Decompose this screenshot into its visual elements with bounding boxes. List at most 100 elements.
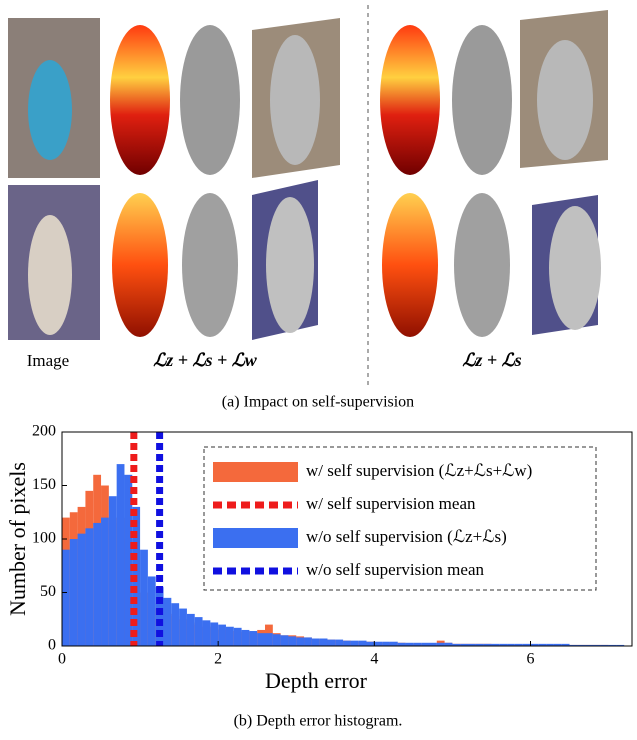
depth-map (110, 25, 170, 175)
bar (304, 637, 312, 646)
mesh (180, 25, 240, 175)
bar (413, 642, 422, 646)
bar (546, 643, 554, 646)
x-tick-label: 6 (526, 651, 534, 668)
bar (327, 639, 336, 646)
bar (382, 641, 390, 646)
bar (491, 643, 500, 646)
y-tick-label: 200 (32, 423, 56, 440)
bar (507, 643, 515, 646)
bar (538, 643, 547, 646)
y-tick-label: 150 (32, 476, 56, 493)
bar (265, 633, 273, 646)
bar (577, 644, 586, 646)
bar (343, 640, 351, 646)
depth-map (380, 25, 440, 175)
bar (397, 642, 406, 646)
mesh (266, 197, 314, 333)
y-axis-label: Number of pixels (5, 462, 30, 616)
column-label: Image (27, 351, 69, 370)
bar (428, 642, 437, 646)
bar (233, 627, 242, 646)
bar (553, 643, 562, 646)
legend-label: w/ self supervision (ℒz+ℒs+ℒw) (306, 461, 532, 480)
column-label: ℒz + ℒs (462, 350, 521, 370)
bar (280, 635, 289, 646)
bar (475, 643, 484, 646)
histogram: 0 50 100 150 200 0 2 4 6 Depth error Number of pix… (5, 423, 633, 730)
bar (358, 640, 367, 646)
person (28, 215, 72, 335)
y-tick-label: 0 (48, 637, 56, 654)
caption: (a) Impact on self-supervision (222, 394, 414, 411)
caption: (b) Depth error histogram. (234, 713, 403, 730)
bar (405, 642, 414, 646)
bar (350, 640, 359, 646)
bar (421, 642, 429, 646)
bar (311, 638, 320, 646)
column-label: ℒz + ℒs + ℒw (153, 350, 257, 370)
bar (179, 608, 187, 646)
bar (62, 549, 70, 646)
bar (608, 644, 617, 646)
bar (225, 626, 234, 646)
bar (257, 633, 266, 646)
bar (616, 644, 625, 646)
legend-swatch (213, 528, 298, 548)
x-tick-label: 4 (370, 651, 378, 668)
bar (101, 517, 109, 646)
bar (194, 617, 203, 646)
bar (444, 642, 453, 646)
bar (483, 643, 492, 646)
bar (499, 643, 508, 646)
x-axis-label: Depth error (265, 668, 368, 693)
bar (218, 624, 226, 646)
bar (163, 597, 172, 646)
bar (460, 643, 469, 646)
depth-map (112, 193, 168, 337)
mesh (537, 40, 593, 160)
bar (147, 576, 156, 646)
bar (202, 620, 211, 646)
bar (436, 642, 445, 646)
legend-label: w/ self supervision mean (306, 494, 476, 513)
mesh (452, 25, 512, 175)
legend-label: w/o self supervision (ℒz+ℒs) (306, 527, 507, 546)
person (28, 60, 72, 160)
bar (389, 641, 398, 646)
x-tick-label: 0 (58, 651, 66, 668)
bar (69, 539, 78, 646)
bar (249, 631, 258, 646)
mesh (182, 193, 238, 337)
bar (272, 634, 281, 646)
bar (319, 638, 328, 646)
bar (569, 644, 578, 646)
bar (93, 522, 102, 646)
bar (171, 603, 180, 646)
bar (85, 528, 94, 646)
bar (116, 464, 125, 646)
bar (592, 644, 601, 646)
y-tick-label: 100 (32, 530, 56, 547)
bar (366, 641, 375, 646)
bar (108, 496, 117, 646)
bar (585, 644, 593, 646)
bar (288, 636, 297, 646)
bar (561, 643, 570, 646)
bar (600, 644, 609, 646)
image-grid (8, 5, 608, 385)
bar (210, 622, 219, 646)
bar (530, 643, 539, 646)
bar (296, 637, 305, 646)
x-tick-label: 2 (214, 651, 222, 668)
legend-swatch (213, 462, 298, 482)
bar (124, 474, 133, 646)
bar (186, 613, 195, 646)
bar (514, 643, 523, 646)
bar (241, 629, 250, 646)
bar (522, 643, 531, 646)
y-tick-label: 50 (40, 583, 56, 600)
bar (468, 643, 476, 646)
mesh (549, 206, 601, 330)
